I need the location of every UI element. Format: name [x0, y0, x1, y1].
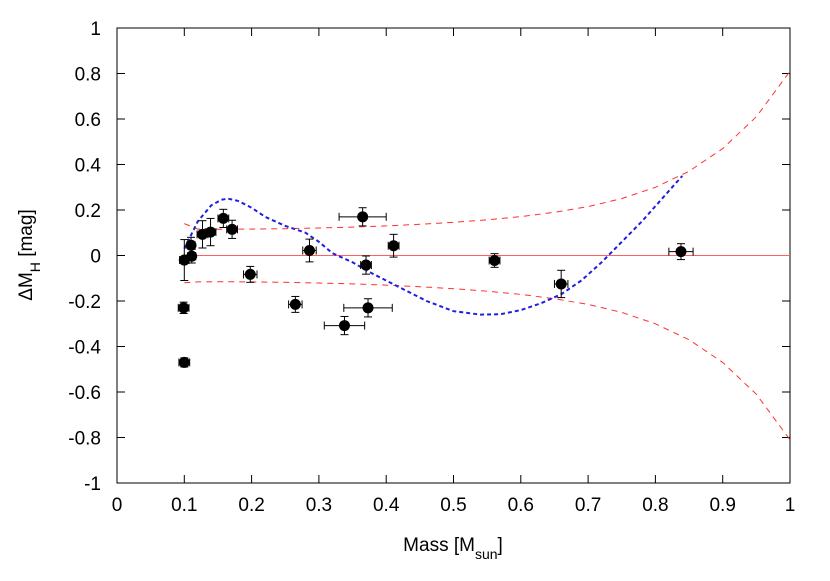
data-point — [204, 217, 217, 247]
axis-ticks — [116, 27, 791, 484]
upper-envelope-curve — [184, 70, 791, 230]
data-marker — [289, 298, 301, 310]
curves — [183, 70, 791, 441]
y-tick-label: 1 — [90, 19, 101, 40]
x-tick-label: 0.6 — [508, 495, 534, 516]
data-marker — [357, 211, 369, 223]
data-marker — [178, 302, 190, 314]
data-marker — [205, 226, 217, 238]
data-point — [360, 255, 372, 275]
data-marker — [360, 259, 372, 271]
x-axis-label: Mass [Msun] — [403, 535, 503, 562]
x-tick-label: 0.8 — [642, 495, 668, 516]
data-marker — [388, 240, 400, 252]
data-marker — [217, 212, 229, 224]
x-tick-label: 0.2 — [238, 495, 264, 516]
y-tick-labels: -1 -0.8 -0.6 -0.4 -0.2 0 0.2 0.4 0.6 0.8 1 — [68, 19, 101, 495]
data-point — [387, 233, 400, 258]
data-marker — [489, 255, 501, 267]
data-point — [226, 219, 238, 239]
data-points — [177, 207, 694, 368]
data-point — [243, 265, 258, 283]
data-point — [178, 356, 191, 368]
x-tick-label: 0.3 — [306, 495, 332, 516]
data-point — [343, 298, 393, 318]
data-marker — [226, 223, 238, 235]
data-marker — [244, 268, 256, 280]
x-tick-label: 0.5 — [440, 495, 466, 516]
x-tick-label: 0.9 — [709, 495, 735, 516]
lower-envelope-curve — [184, 281, 791, 441]
data-point — [217, 208, 230, 229]
data-point — [185, 236, 197, 254]
data-marker — [303, 244, 315, 256]
x-tick-label: 1 — [785, 495, 796, 516]
y-tick-label: -1 — [84, 474, 101, 495]
x-tick-labels: 0 0.1 0.2 0.3 0.4 0.5 0.6 0.7 0.8 0.9 1 — [112, 495, 796, 516]
data-point — [488, 253, 501, 268]
model-curve — [183, 175, 684, 316]
data-marker — [362, 302, 374, 314]
y-tick-label: 0.8 — [75, 65, 101, 86]
y-tick-label: -0.8 — [68, 429, 101, 450]
y-tick-label: -0.4 — [68, 338, 101, 359]
data-marker — [186, 250, 198, 262]
x-tick-label: 0.4 — [373, 495, 400, 516]
data-marker — [178, 356, 190, 368]
data-marker — [185, 239, 197, 251]
y-tick-label: -0.2 — [68, 292, 101, 313]
y-axis-label: ΔMH [mag] — [16, 209, 43, 300]
data-point — [177, 301, 190, 315]
data-point — [302, 238, 317, 263]
x-tick-label: 0.1 — [171, 495, 197, 516]
y-tick-label: 0 — [90, 247, 101, 268]
data-point — [668, 243, 694, 261]
data-marker — [555, 278, 567, 290]
data-point — [338, 207, 387, 227]
x-tick-label: 0.7 — [575, 495, 601, 516]
data-point — [288, 295, 303, 313]
data-marker — [675, 246, 687, 258]
y-tick-label: 0.2 — [75, 201, 101, 222]
y-tick-label: -0.6 — [68, 383, 101, 404]
data-marker — [338, 320, 350, 332]
data-point — [553, 269, 569, 299]
y-tick-label: 0.6 — [75, 110, 101, 131]
y-tick-label: 0.4 — [75, 156, 102, 177]
data-point — [323, 315, 366, 336]
x-tick-label: 0 — [112, 495, 123, 516]
